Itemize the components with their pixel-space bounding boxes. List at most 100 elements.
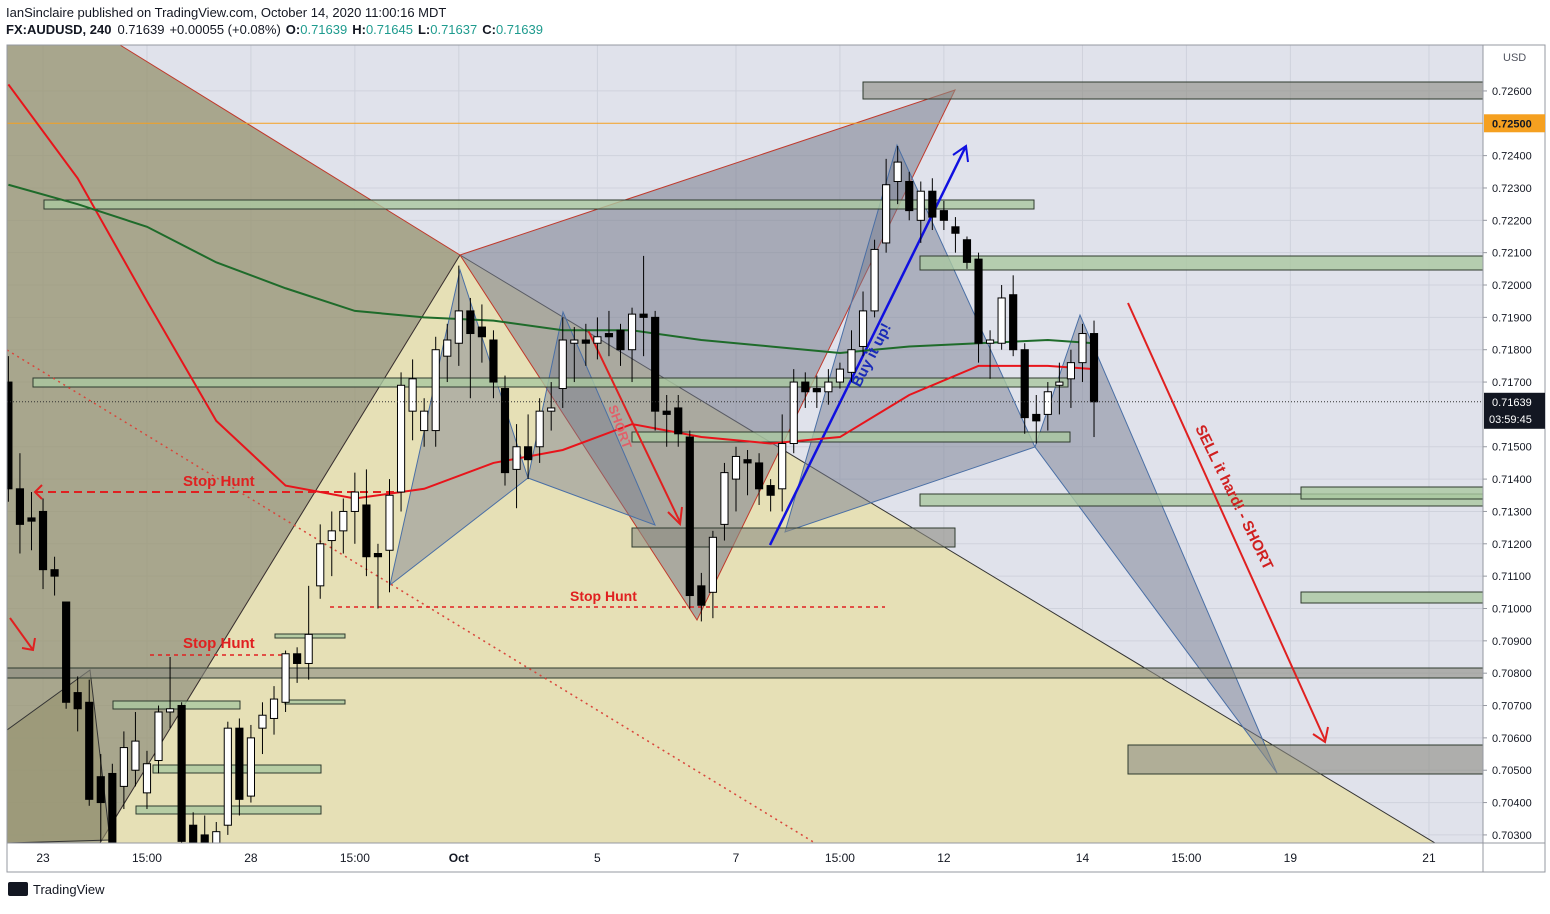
y-tick-label: 0.71800	[1492, 345, 1532, 357]
candle-body	[108, 772, 117, 843]
y-tick-label: 0.71900	[1492, 312, 1532, 324]
price-tag	[1484, 114, 1545, 133]
zone	[284, 699, 346, 705]
candle-body	[558, 339, 567, 390]
y-tick-label: 0.70300	[1492, 830, 1532, 842]
candle-body	[928, 190, 937, 218]
candle-body	[396, 384, 406, 493]
candle-body	[639, 313, 648, 318]
arrow-head	[33, 484, 43, 500]
candle-body	[547, 407, 556, 412]
y-tick-label: 0.72600	[1492, 86, 1532, 98]
candle-body	[327, 530, 336, 542]
candle-body	[512, 446, 521, 470]
candle-body	[882, 184, 891, 244]
x-tick-label: 12	[937, 851, 951, 865]
candle-body	[223, 727, 232, 826]
candle-body	[604, 333, 614, 338]
x-tick-label: 21	[1422, 851, 1436, 865]
arrow	[1127, 302, 1326, 741]
candle-body	[674, 407, 683, 435]
arrow	[9, 617, 34, 651]
y-tick-label: 0.70700	[1492, 701, 1532, 713]
candle-body	[316, 543, 325, 587]
candle-body	[7, 381, 13, 490]
candle-body	[431, 349, 440, 432]
x-tick-label: 15:00	[340, 851, 370, 865]
price-tag-label: 0.72500	[1492, 118, 1532, 130]
candle-body	[350, 491, 359, 512]
candle-body	[824, 381, 833, 393]
candle-body	[212, 831, 221, 843]
x-tick-label: 5	[594, 851, 601, 865]
candle-body	[1055, 381, 1064, 386]
candle-body	[835, 368, 845, 383]
x-tick-label: Oct	[449, 851, 469, 865]
candle-body	[755, 462, 764, 490]
candle-body	[847, 349, 856, 373]
candle-body	[15, 488, 25, 525]
zone	[112, 700, 241, 710]
candle-body	[962, 239, 972, 263]
candle-body	[73, 692, 82, 710]
y-tick-label: 0.72400	[1492, 151, 1532, 163]
candle-body	[939, 210, 948, 221]
y-tick-label: 0.72300	[1492, 183, 1532, 195]
zone	[919, 255, 1483, 271]
candle-body	[1078, 333, 1087, 364]
candle-body	[685, 436, 694, 597]
candle-body	[27, 517, 36, 522]
pattern-shape	[459, 89, 956, 622]
y-tick-label: 0.71000	[1492, 603, 1532, 615]
candle-body	[258, 714, 267, 729]
candle-body	[524, 446, 533, 461]
candle-body	[489, 339, 498, 383]
ohlc-value: 0.71637	[430, 22, 477, 37]
candle-body	[858, 310, 868, 347]
candle-body	[985, 339, 995, 344]
candle-body	[165, 708, 175, 713]
candle-body	[362, 504, 371, 558]
candle-body	[1066, 362, 1076, 380]
publisher: IanSinclaire published on TradingView.co…	[6, 5, 446, 20]
ohlc-label: C:	[482, 22, 496, 37]
zone	[32, 377, 1069, 388]
y-tick-label: 0.71200	[1492, 539, 1532, 551]
candle-body	[293, 653, 302, 664]
ohlc-label: O:	[286, 22, 300, 37]
zone	[43, 199, 1035, 210]
x-tick-label: 28	[244, 851, 258, 865]
x-tick-label: 15:00	[1171, 851, 1201, 865]
candle-body	[443, 339, 452, 357]
candle-body	[177, 705, 186, 842]
candle-body	[1089, 333, 1099, 403]
zone	[1300, 591, 1483, 604]
candle-body	[142, 763, 152, 794]
candle-body	[1043, 391, 1052, 415]
y-tick-label: 0.70500	[1492, 765, 1532, 777]
x-tick-label: 7	[733, 851, 740, 865]
candle-body	[408, 378, 417, 412]
y-tick-label: 0.70900	[1492, 636, 1532, 648]
candle-body	[38, 510, 48, 571]
candle-body	[131, 740, 140, 771]
candle-body	[616, 329, 625, 351]
zone	[1300, 486, 1483, 500]
x-tick-label: 14	[1076, 851, 1090, 865]
last-price-label: 0.71639	[1492, 397, 1532, 409]
candle-body	[304, 633, 313, 664]
candle-body	[789, 381, 798, 445]
ohlc-value: 0.71639	[496, 22, 543, 37]
symbol-line: FX:AUDUSD, 240 0.71639 +0.00055 (+0.08%) O:…	[6, 22, 543, 37]
candle-body	[235, 727, 244, 800]
zone	[1127, 744, 1483, 775]
candle-body	[269, 698, 279, 719]
y-tick-label: 0.71300	[1492, 506, 1532, 518]
zone	[631, 431, 1071, 443]
candle-body	[570, 339, 579, 344]
zone	[631, 527, 956, 548]
candle-body	[477, 326, 486, 338]
zone	[7, 667, 1483, 679]
candle-body	[281, 653, 290, 703]
